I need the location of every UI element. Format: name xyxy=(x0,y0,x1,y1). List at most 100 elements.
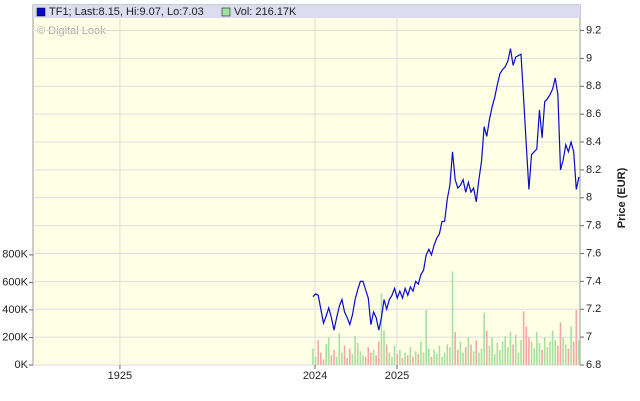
plot-area xyxy=(32,4,581,366)
volume-bar xyxy=(567,348,570,365)
volume-bar xyxy=(488,345,491,365)
y-tick-label: 8.2 xyxy=(586,164,601,176)
volume-bar xyxy=(335,356,338,365)
volume-bar xyxy=(430,356,433,365)
y-tick-label: 7.4 xyxy=(586,275,601,287)
y2-tick-label: 800K xyxy=(2,249,28,261)
volume-bar xyxy=(422,352,425,365)
volume-bar xyxy=(512,344,514,365)
volume-bar xyxy=(362,355,364,365)
y-tick-label: 7 xyxy=(586,331,592,343)
y-tick-label: 8.6 xyxy=(586,108,601,120)
volume-bar xyxy=(530,341,533,365)
volume-bar xyxy=(462,352,464,365)
volume-bar xyxy=(356,342,359,365)
volume-bar xyxy=(327,337,330,365)
volume-bar xyxy=(451,271,454,365)
volume-bar xyxy=(406,355,409,365)
volume-bar xyxy=(546,347,549,365)
volume-bar xyxy=(470,344,472,365)
volume-bar xyxy=(354,336,356,365)
volume-bar xyxy=(414,351,417,365)
y-tick-label: 9 xyxy=(586,52,592,64)
volume-bar xyxy=(499,349,501,365)
volume-bar xyxy=(317,340,320,365)
legend-label: Vol: 216.17K xyxy=(234,6,297,18)
y-axis-title: Price (EUR) xyxy=(616,167,628,228)
volume-bar xyxy=(441,356,443,365)
volume-bar xyxy=(570,326,572,365)
volume-bar xyxy=(478,352,480,365)
volume-bar xyxy=(420,341,422,365)
volume-bar xyxy=(467,337,470,365)
volume-bar xyxy=(578,340,580,365)
volume-bar xyxy=(359,351,362,365)
volume-bar xyxy=(525,326,528,365)
volume-bar xyxy=(393,345,396,365)
volume-bar xyxy=(493,353,496,365)
volume-bar xyxy=(504,336,507,365)
y-tick-label: 7.2 xyxy=(586,303,601,315)
legend-bar xyxy=(33,5,580,18)
volume-bar xyxy=(564,344,567,365)
volume-bar xyxy=(351,353,354,365)
volume-bar xyxy=(438,345,441,365)
volume-bar xyxy=(491,337,493,365)
y-tick-label: 8.8 xyxy=(586,80,601,92)
volume-bar xyxy=(459,341,462,365)
volume-bar xyxy=(375,355,377,365)
y-tick-label: 8 xyxy=(586,192,592,204)
volume-bar xyxy=(538,342,541,365)
volume-bar xyxy=(562,337,564,365)
volume-bar xyxy=(528,337,530,365)
y-tick-label: 8.4 xyxy=(586,136,601,148)
volume-bar xyxy=(433,349,435,365)
y2-tick-label: 400K xyxy=(2,304,28,316)
volume-bar xyxy=(364,356,367,365)
y2-tick-label: 200K xyxy=(2,331,28,343)
volume-bar xyxy=(472,351,475,365)
volume-bar xyxy=(559,322,562,365)
volume-bar xyxy=(449,347,451,365)
volume-bar xyxy=(409,347,412,365)
y-tick-label: 6.8 xyxy=(586,359,601,371)
volume-bar xyxy=(509,331,512,365)
volume-bar xyxy=(333,349,335,365)
legend-swatch xyxy=(221,7,231,17)
volume-bar xyxy=(522,311,525,365)
price-line xyxy=(312,48,580,331)
volume-bar xyxy=(485,330,488,365)
volume-bar xyxy=(501,341,504,365)
volume-bar xyxy=(314,356,317,365)
volume-bar xyxy=(383,330,385,365)
volume-bar xyxy=(572,341,575,365)
volume-bar xyxy=(464,347,467,365)
volume-bar xyxy=(549,341,551,365)
volume-bar xyxy=(425,309,427,365)
volume-bar xyxy=(541,349,543,365)
volume-bar xyxy=(554,340,557,365)
volume-bar xyxy=(557,345,559,365)
volume-bar xyxy=(322,359,325,365)
volume-bar xyxy=(543,337,546,365)
volume-bar xyxy=(517,352,520,365)
volume-bar xyxy=(475,340,478,365)
y-tick-label: 7.8 xyxy=(586,220,601,232)
volume-bar xyxy=(346,358,348,365)
volume-bar xyxy=(349,348,351,365)
legend-label: TF1; Last:8.15, Hi:9.07, Lo:7.03 xyxy=(49,6,204,18)
volume-bar xyxy=(330,355,333,365)
volume-bar xyxy=(367,347,370,365)
volume-bar xyxy=(446,344,449,365)
legend-swatch xyxy=(36,7,46,17)
volume-bar xyxy=(312,348,314,365)
volume-bar xyxy=(536,331,538,365)
volume-bar xyxy=(399,349,401,365)
volume-bar xyxy=(412,356,414,365)
volume-bar xyxy=(325,344,327,365)
volume-bar xyxy=(341,352,343,365)
volume-bar xyxy=(496,342,499,365)
x-tick-label: 2024 xyxy=(303,370,327,382)
volume-bar xyxy=(377,341,380,365)
